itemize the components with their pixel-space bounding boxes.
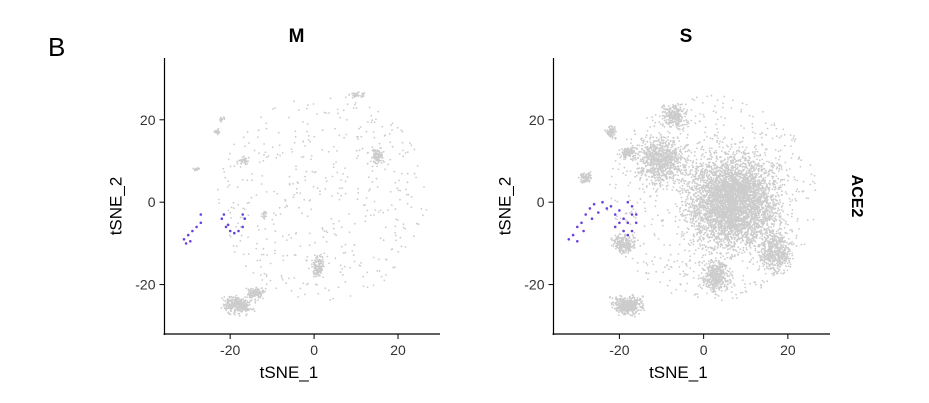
x-axis-label: tSNE_1 xyxy=(649,363,708,382)
expressing-cell-point xyxy=(199,221,203,225)
expressing-cell-point xyxy=(618,209,621,212)
y-axis-label: tSNE_2 xyxy=(496,177,515,236)
x-tick-label: -20 xyxy=(609,342,629,358)
expressing-cell-point xyxy=(582,229,585,233)
expressing-cell-point xyxy=(189,240,192,243)
expressing-cell-point xyxy=(195,225,198,229)
expressing-cell-point xyxy=(613,225,617,229)
expressing-cell-point xyxy=(567,238,571,241)
expressing-cell-point xyxy=(592,202,596,206)
expressing-cell-point xyxy=(228,229,232,233)
expressing-cell-point xyxy=(576,225,579,229)
expressing-cell-point xyxy=(182,238,186,241)
strip-label: ACE2 xyxy=(848,175,865,218)
x-tick-label: -20 xyxy=(220,342,240,358)
expressing-cell-point xyxy=(241,213,244,216)
panel-title: M xyxy=(289,26,305,47)
expressing-cell-point xyxy=(634,213,638,216)
tsne-panel-s: S -20 0 20 -20 0 20 tSNE_1 tSNE_2 xyxy=(496,26,830,382)
expressing-cell-point xyxy=(618,221,621,225)
expressing-cell-point xyxy=(590,217,594,220)
expressing-cell-point xyxy=(224,225,228,229)
expressing-cell-point xyxy=(241,225,244,229)
x-tick-label: 20 xyxy=(780,342,796,358)
expressing-cell-point xyxy=(237,229,240,233)
x-tick-label: 0 xyxy=(700,342,708,358)
y-axis-label: tSNE_2 xyxy=(107,177,126,236)
expressing-cell-point xyxy=(580,221,583,225)
expressing-cell-point xyxy=(626,200,630,204)
expressing-cell-point xyxy=(233,231,236,235)
expressing-cell-point xyxy=(622,229,625,233)
expressing-cell-point xyxy=(630,229,634,233)
expressing-cell-point xyxy=(220,217,224,220)
expressing-cell-point xyxy=(186,233,190,237)
y-tick-label: 20 xyxy=(140,112,156,128)
expressing-cell-point xyxy=(634,221,638,225)
y-tick-label: 20 xyxy=(529,112,545,128)
expressing-cell-point xyxy=(588,207,592,210)
expressing-cell-point xyxy=(243,217,247,220)
y-tick-label: 0 xyxy=(537,194,545,210)
expressing-cell-point xyxy=(609,205,613,208)
expressing-cell-point xyxy=(630,205,634,208)
expressing-cell-point xyxy=(626,233,630,237)
expressing-cell-point xyxy=(597,211,600,214)
expressing-cell-point xyxy=(613,213,617,216)
panel-letter: B xyxy=(48,32,65,62)
expressing-cell-point xyxy=(601,200,604,204)
tsne-panel-m: M -20 0 20 -20 0 20 tSNE_1 tSNE_2 xyxy=(107,26,440,382)
expressing-cell-point xyxy=(576,240,579,243)
x-axis-label: tSNE_1 xyxy=(260,363,319,382)
panel-title: S xyxy=(680,26,693,47)
expressing-cell-point xyxy=(184,242,188,245)
background-cells xyxy=(578,94,817,318)
y-tick-label: -20 xyxy=(524,277,544,293)
expressing-cell-point xyxy=(191,229,194,233)
expressing-cell-point xyxy=(226,223,230,227)
background-cells xyxy=(192,91,428,317)
expressing-cell-point xyxy=(630,213,634,216)
expressing-cell-point xyxy=(626,221,630,225)
expressing-cell-point xyxy=(571,233,575,237)
expressing-cell-point xyxy=(199,213,203,216)
expressing-cell-point xyxy=(605,207,609,210)
x-tick-label: 20 xyxy=(390,342,406,358)
x-tick-label: 0 xyxy=(310,342,318,358)
expressing-cell-point xyxy=(584,213,587,216)
y-tick-label: -20 xyxy=(135,277,155,293)
y-tick-label: 0 xyxy=(148,194,156,210)
expressing-cell-point xyxy=(222,213,226,216)
expressing-cell-point xyxy=(622,217,625,220)
